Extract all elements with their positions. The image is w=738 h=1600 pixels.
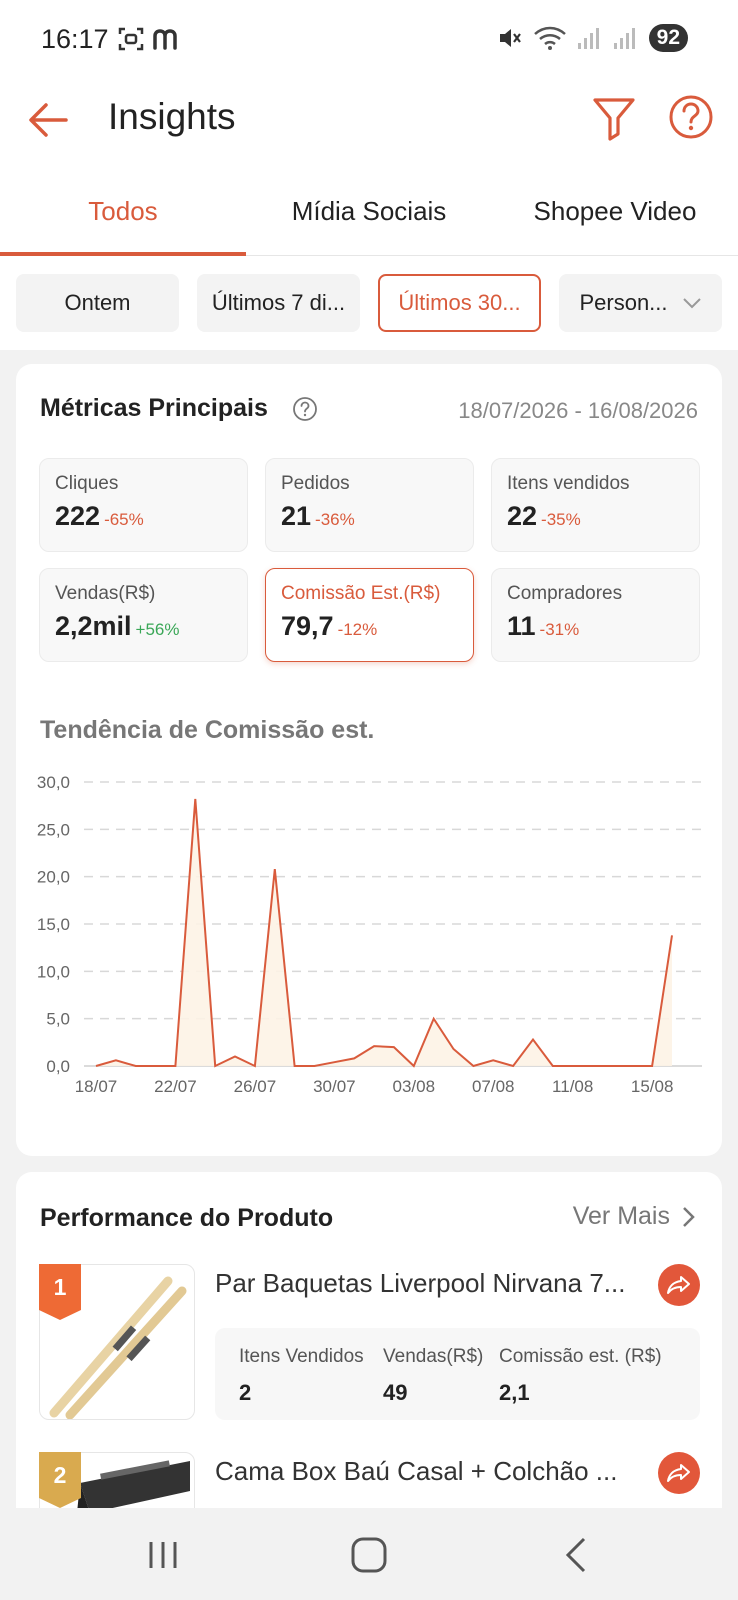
product-row[interactable]: 1 Par Baquetas Liverpool Nirvana 7... It…	[39, 1264, 700, 1424]
x-tick-label: 07/08	[472, 1077, 515, 1096]
x-tick-label: 26/07	[234, 1077, 277, 1096]
back-arrow-icon[interactable]	[24, 96, 72, 144]
filter-icon[interactable]	[590, 94, 638, 142]
battery-level: 92	[648, 24, 688, 52]
metric-buyers[interactable]: Compradores 11 -31%	[491, 568, 700, 662]
metric-commission[interactable]: Comissão Est.(R$) 79,7 -12%	[265, 568, 474, 662]
chart-title: Tendência de Comissão est.	[40, 716, 375, 744]
metric-orders[interactable]: Pedidos 21 -36%	[265, 458, 474, 552]
x-tick-label: 11/08	[552, 1077, 593, 1096]
rank-badge	[39, 1264, 81, 1320]
x-tick-label: 03/08	[393, 1077, 436, 1096]
recent-apps-icon[interactable]	[138, 1530, 188, 1580]
tab-shopee-video[interactable]: Shopee Video	[533, 196, 697, 226]
x-tick-label: 22/07	[154, 1077, 197, 1096]
product-thumbnail	[39, 1264, 195, 1420]
metrics-grid: Cliques 222 -65% Pedidos 21 -36% Itens ven…	[39, 458, 700, 662]
tab-todos[interactable]: Todos	[0, 170, 246, 256]
product-name: Cama Box Baú Casal + Colchão ...	[215, 1456, 618, 1486]
signal-icon-2	[613, 28, 635, 49]
date-range: 18/07/2026 - 16/08/2026	[458, 398, 698, 423]
period-custom-dropdown[interactable]: Person...	[559, 274, 722, 332]
channel-tabs: Todos Mídia Sociais Shopee Video	[0, 170, 738, 256]
product-row[interactable]: 2 Cama Box Baú Casal + Colchão ...	[39, 1452, 700, 1512]
home-icon[interactable]	[344, 1530, 394, 1580]
tab-midia-sociais[interactable]: Mídia Sociais	[291, 196, 447, 226]
x-tick-label: 30/07	[313, 1077, 356, 1096]
status-bar: 16:17 92	[0, 0, 738, 80]
status-time: 16:17	[41, 24, 109, 54]
period-last-7-days[interactable]: Últimos 7 di...	[197, 274, 360, 332]
help-icon[interactable]	[292, 396, 318, 422]
app-bar: Insights	[0, 80, 738, 170]
product-stats: Itens Vendidos 2 Vendas(R$) 49 Comissão …	[215, 1328, 700, 1420]
chevron-down-icon	[682, 298, 701, 309]
metrics-title: Métricas Principais	[40, 394, 268, 422]
rank-badge	[39, 1452, 81, 1508]
y-tick-label: 5,0	[46, 1010, 70, 1029]
x-tick-label: 18/07	[75, 1077, 118, 1096]
y-tick-label: 20,0	[37, 868, 70, 887]
y-tick-label: 15,0	[37, 915, 70, 934]
trend-line	[95, 798, 673, 1068]
signal-icon	[577, 28, 599, 49]
stat-commission: Comissão est. (R$) 2,1	[499, 1346, 662, 1405]
period-last-30-days[interactable]: Últimos 30...	[378, 274, 541, 332]
share-button[interactable]	[658, 1264, 700, 1306]
back-nav-icon[interactable]	[552, 1530, 602, 1580]
mute-icon	[499, 29, 521, 47]
metrics-card: Métricas Principais 18/07/2026 - 16/08/2…	[16, 364, 722, 1156]
system-nav-bar	[0, 1508, 738, 1600]
x-tick-label: 15/08	[631, 1077, 674, 1096]
help-icon[interactable]	[668, 94, 714, 140]
app-notification-icon	[153, 29, 177, 50]
drumsticks-image	[49, 1276, 187, 1419]
share-icon	[667, 1464, 690, 1482]
y-tick-label: 0,0	[46, 1057, 70, 1076]
metric-clicks[interactable]: Cliques 222 -65%	[39, 458, 248, 552]
screenshot-icon	[118, 27, 144, 51]
commission-trend-chart: 0,0 5,0 10,0 15,0 20,0 25,0 30,0 18/07 22/07 26/…	[37, 773, 702, 1096]
period-yesterday[interactable]: Ontem	[16, 274, 179, 332]
metric-sales[interactable]: Vendas(R$) 2,2mil +56%	[39, 568, 248, 662]
stat-sales: Vendas(R$) 49	[383, 1346, 484, 1405]
y-tick-label: 10,0	[37, 962, 70, 981]
trend-area	[96, 799, 672, 1066]
period-filters: Ontem Últimos 7 di... Últimos 30... Pers…	[0, 256, 738, 350]
y-tick-label: 30,0	[37, 773, 70, 792]
chevron-right-icon	[683, 1206, 695, 1227]
products-title: Performance do Produto	[40, 1204, 334, 1232]
page-title: Insights	[108, 96, 236, 137]
see-more-link[interactable]: Ver Mais	[573, 1202, 696, 1231]
metric-items-sold[interactable]: Itens vendidos 22 -35%	[491, 458, 700, 552]
share-button[interactable]	[658, 1452, 700, 1494]
product-performance-card: Performance do Produto Ver Mais 1 Par Ba…	[16, 1172, 722, 1512]
y-tick-label: 25,0	[37, 820, 70, 839]
wifi-icon	[533, 26, 566, 50]
bed-image	[77, 1460, 190, 1512]
product-name: Par Baquetas Liverpool Nirvana 7...	[215, 1268, 626, 1298]
stat-items-sold: Itens Vendidos 2	[239, 1346, 364, 1405]
share-icon	[667, 1276, 690, 1294]
